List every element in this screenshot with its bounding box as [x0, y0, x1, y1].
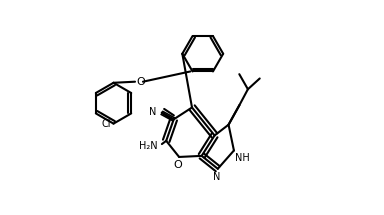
Text: H₂N: H₂N [139, 141, 157, 151]
Text: O: O [136, 77, 145, 87]
Text: Cl: Cl [102, 119, 111, 129]
Text: N: N [213, 172, 220, 182]
Text: O: O [174, 160, 182, 170]
Text: NH: NH [235, 153, 250, 163]
Text: N: N [149, 107, 157, 117]
